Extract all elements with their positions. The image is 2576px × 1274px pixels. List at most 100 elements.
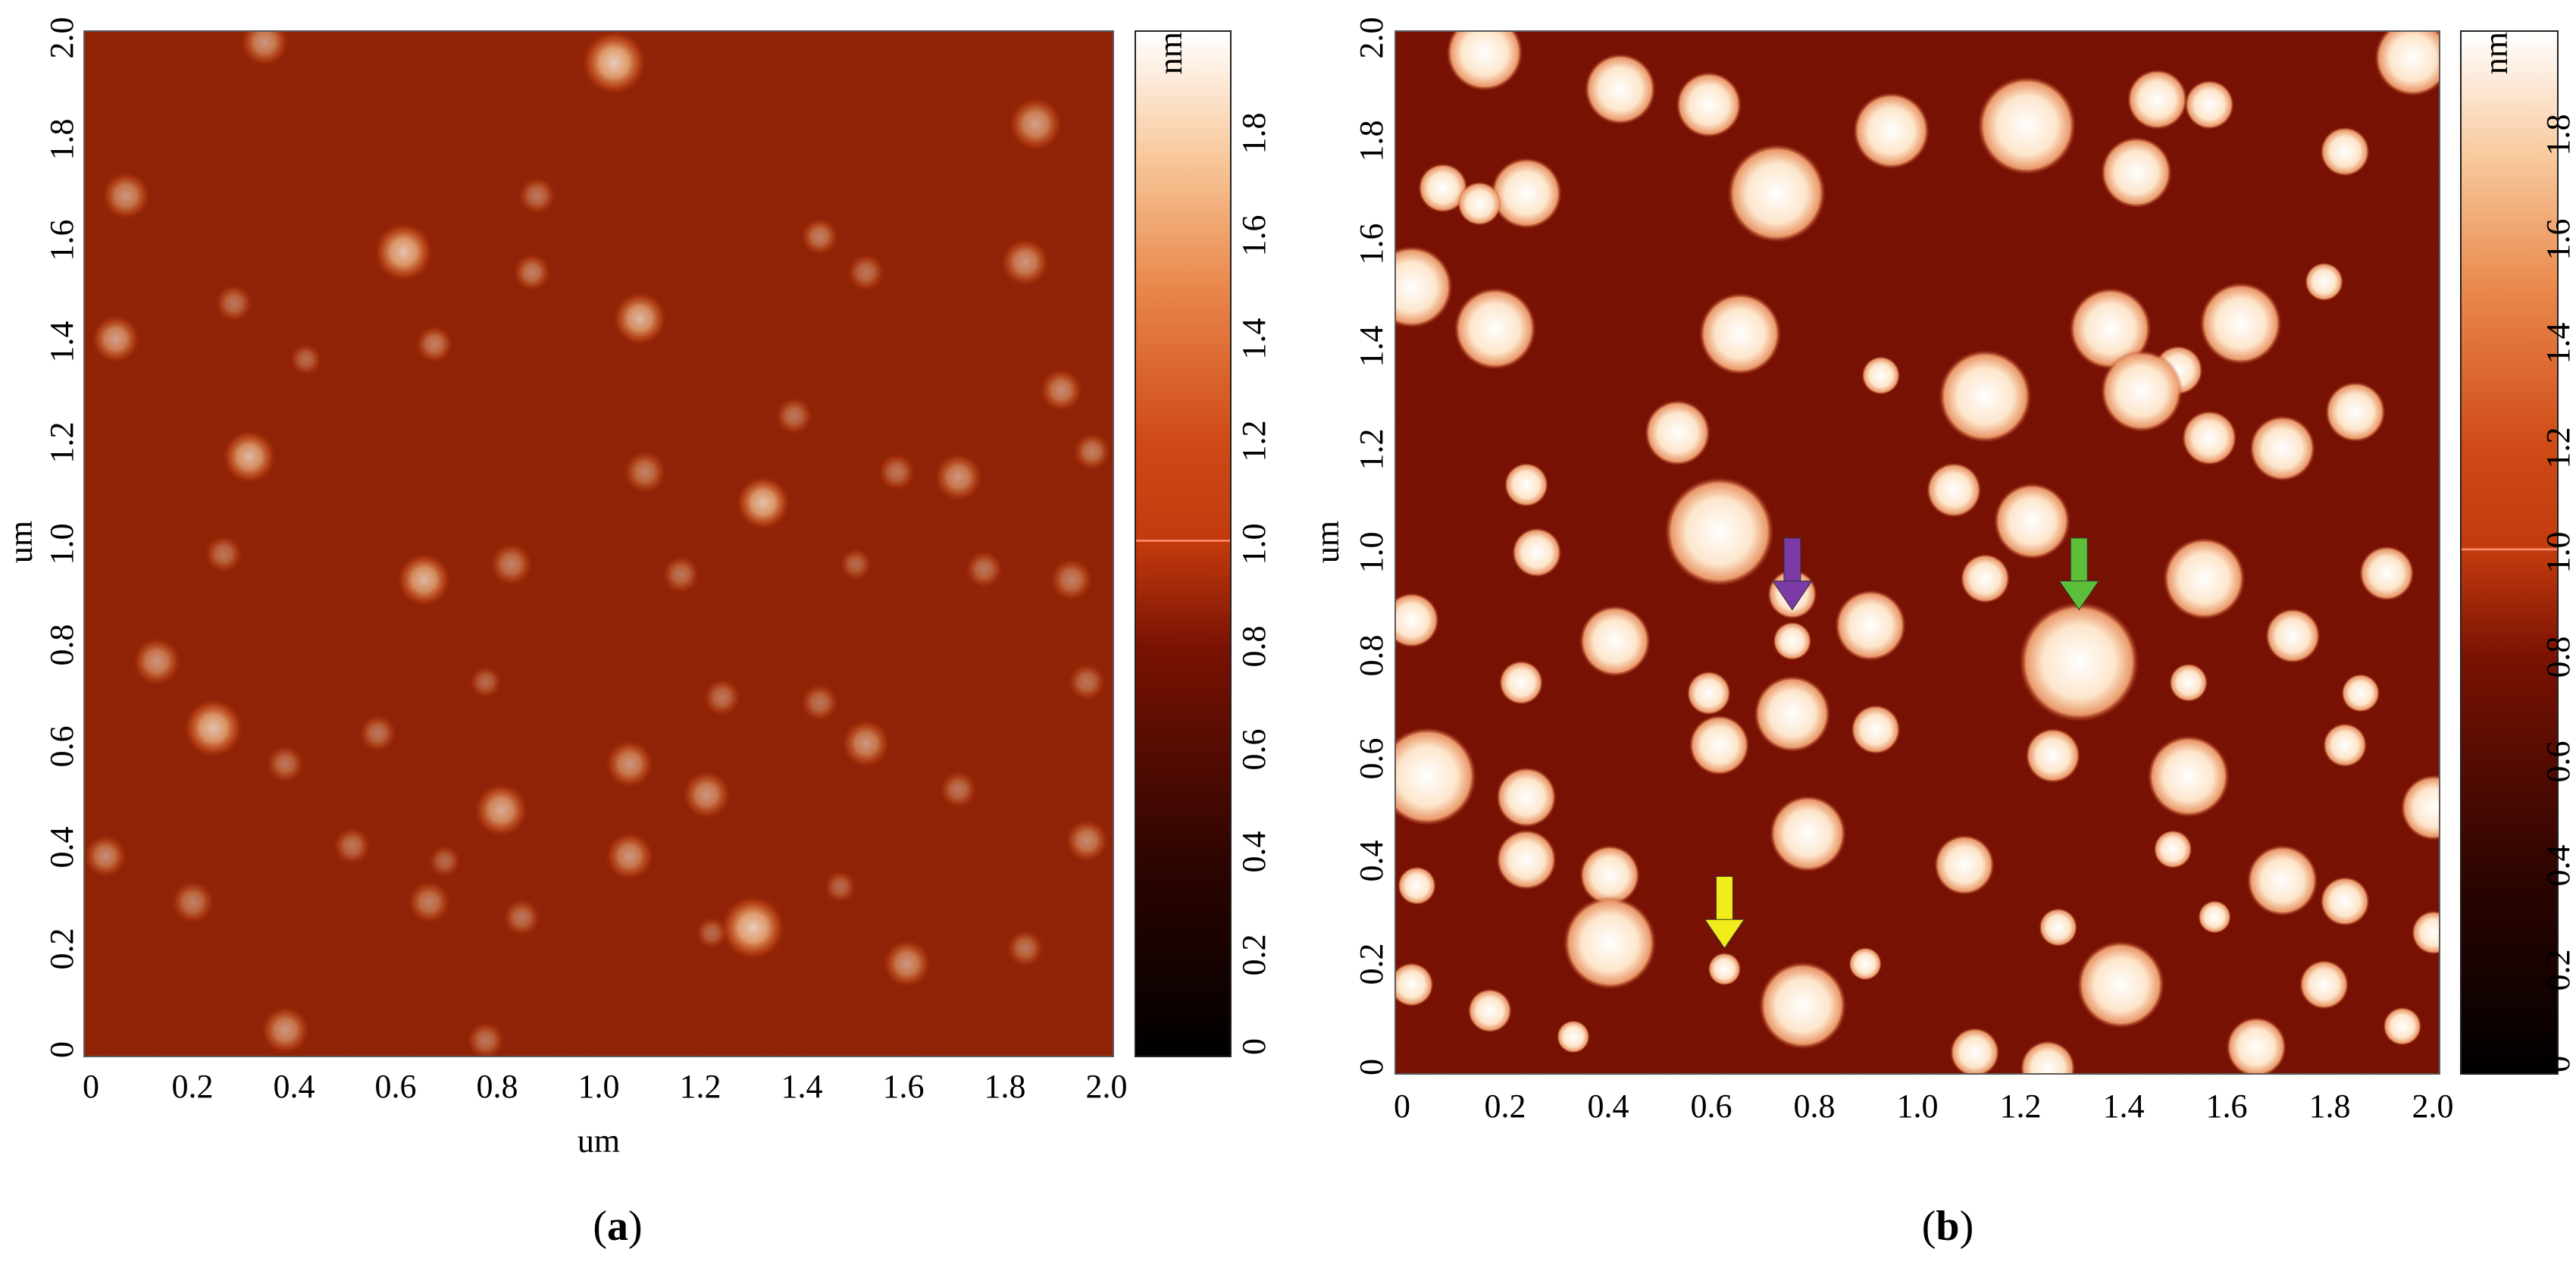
afm-particle — [2199, 282, 2282, 365]
colorbar-tick-label: 1.4 — [1235, 318, 1272, 359]
afm-particle — [2383, 1006, 2422, 1046]
afm-particle — [502, 898, 541, 937]
afm-particle — [1396, 246, 1453, 328]
afm-image-b — [1394, 30, 2440, 1075]
afm-particle — [2020, 1041, 2076, 1073]
afm-particle — [1491, 158, 1562, 229]
afm-particle — [1065, 819, 1109, 862]
afm-particle — [1496, 829, 1557, 891]
colorbar-b — [2460, 30, 2559, 1075]
afm-particle — [841, 718, 890, 768]
y-tick-label: 0.4 — [43, 826, 80, 869]
afm-particle — [1584, 53, 1656, 125]
afm-particle — [605, 739, 654, 789]
afm-particle — [1467, 988, 1512, 1033]
afm-particle — [581, 32, 647, 95]
afm-particle — [882, 939, 931, 988]
afm-particle — [1645, 399, 1711, 466]
y-tick-label: 1.4 — [1353, 325, 1390, 368]
y-tick-label: 2.0 — [1353, 17, 1390, 59]
afm-particle — [183, 698, 243, 758]
afm-particle — [374, 222, 434, 282]
caption-letter-a: a — [607, 1203, 628, 1250]
afm-particle — [1072, 432, 1111, 471]
afm-particle — [2299, 959, 2349, 1009]
x-tick-label: 2.0 — [2412, 1088, 2454, 1125]
afm-particle — [1853, 92, 1930, 170]
afm-particle — [1050, 558, 1094, 602]
afm-particle — [2153, 830, 2193, 869]
caption-letter-b: b — [1936, 1203, 1960, 1250]
afm-particle — [1686, 671, 1731, 715]
afm-particle — [1398, 866, 1436, 905]
colorbar-tick-label: 1.0 — [2540, 531, 2576, 574]
afm-particle — [1934, 834, 1995, 895]
afm-particle — [1676, 71, 1742, 138]
afm-particle — [824, 870, 857, 903]
afm-particle — [2101, 136, 2172, 208]
x-tick-label: 1.6 — [2205, 1088, 2248, 1125]
x-tick-label: 0 — [83, 1068, 99, 1105]
afm-particle — [2320, 127, 2370, 177]
afm-particle — [1851, 705, 1901, 755]
afm-particle — [396, 552, 452, 607]
afm-particle — [800, 683, 839, 722]
afm-particle — [720, 895, 786, 960]
y-tick-label: 1.0 — [1353, 531, 1390, 574]
afm-particle — [466, 1021, 505, 1056]
y-tick-label: 0.8 — [43, 624, 80, 666]
afm-particle — [662, 556, 700, 593]
colorbar-unit-b: nm — [2477, 31, 2515, 75]
afm-particle — [2320, 876, 2370, 926]
afm-particle — [1579, 605, 1651, 677]
afm-particle — [102, 171, 151, 221]
y-tick-label: 1.6 — [1353, 223, 1390, 265]
afm-particle — [965, 550, 1003, 589]
colorbar-unit-a: nm — [1152, 31, 1189, 75]
afm-particle — [512, 253, 551, 292]
x-tick-label: 0.6 — [1690, 1088, 1732, 1125]
colorbar-tick-label: 1.4 — [2540, 322, 2576, 365]
y-tick-label: 2.0 — [43, 17, 80, 59]
y-tick-label: 0.8 — [1353, 634, 1390, 677]
y-tick-label: 1.8 — [43, 118, 80, 160]
afm-particle — [132, 637, 181, 686]
afm-particle — [1861, 356, 1901, 395]
y-tick-label: 0 — [1353, 1059, 1390, 1075]
green-arrow — [2058, 537, 2100, 611]
colorbar-tick-label: 0.6 — [1235, 728, 1272, 770]
afm-particle — [290, 343, 322, 376]
colorbar-tick-label: 1.2 — [1235, 420, 1272, 462]
afm-particle — [800, 218, 839, 256]
afm-particle — [2127, 69, 2188, 130]
afm-particle — [1579, 845, 1640, 906]
afm-particle — [1396, 727, 1477, 826]
afm-particle — [2412, 910, 2439, 955]
colorbar-tick-label: 0 — [1235, 1038, 1272, 1055]
afm-particle — [2226, 1016, 2286, 1073]
afm-particle — [2147, 735, 2230, 818]
afm-particle — [1950, 1028, 2000, 1073]
afm-particle — [703, 678, 741, 717]
afm-particle — [1758, 961, 1847, 1050]
afm-particle — [91, 315, 140, 364]
afm-particle — [1396, 963, 1434, 1007]
afm-particle — [2100, 349, 2183, 433]
y-tick-label: 0.6 — [1353, 737, 1390, 780]
x-axis-label-a: um — [577, 1122, 621, 1160]
afm-particle — [1454, 287, 1536, 370]
x-tick-label: 0.2 — [171, 1068, 214, 1105]
afm-particle — [490, 543, 534, 586]
afm-particle — [2069, 287, 2152, 370]
colorbar-a — [1135, 30, 1232, 1057]
afm-particle — [1835, 590, 1907, 662]
y-tick-label: 0.4 — [1353, 840, 1390, 882]
afm-particle — [1008, 96, 1063, 152]
afm-particle — [2025, 728, 2080, 784]
afm-particle — [1754, 675, 1831, 753]
x-tick-label: 2.0 — [1085, 1068, 1128, 1105]
afm-particle — [1512, 527, 1562, 578]
y-tick-label: 0.6 — [43, 725, 80, 767]
afm-particle — [214, 284, 253, 322]
afm-particle — [1769, 795, 1847, 872]
